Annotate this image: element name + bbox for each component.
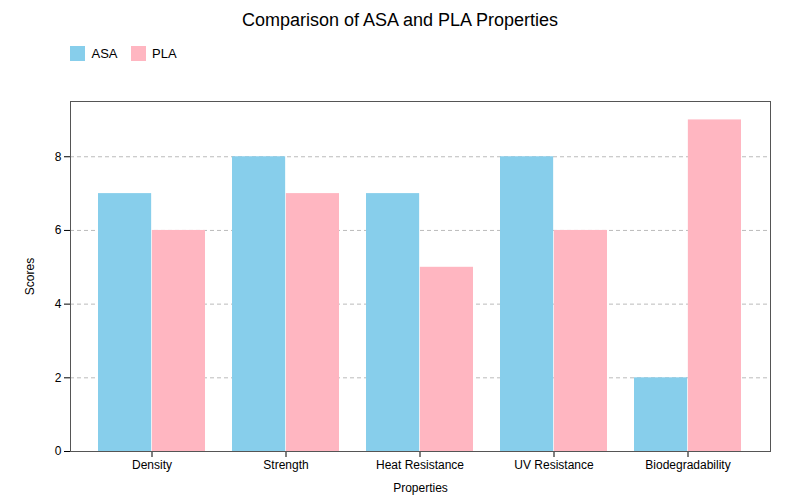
html-text:Comparison of ASA and PLA Prop: Comparison of ASA and PLA Properties	[241, 10, 559, 30]
svg-text:Biodegradability: Biodegradability	[645, 458, 730, 472]
svg-text:6: 6	[55, 223, 62, 237]
svg-text:Properties: Properties	[393, 480, 448, 494]
svg-text:Density: Density	[132, 458, 172, 472]
html-text:ASA: ASA	[91, 46, 118, 61]
svg-text:Heat Resistance: Heat Resistance	[376, 458, 464, 472]
html-text:PLA: PLA	[152, 46, 177, 61]
svg-text:0: 0	[55, 444, 62, 458]
svg-text:Strength: Strength	[263, 458, 308, 472]
svg-text:4: 4	[55, 296, 62, 310]
svg-text:Scores: Scores	[23, 257, 37, 294]
svg-text:2: 2	[55, 370, 62, 384]
svg-text:UV Resistance: UV Resistance	[514, 458, 594, 472]
svg-text:8: 8	[55, 149, 62, 163]
